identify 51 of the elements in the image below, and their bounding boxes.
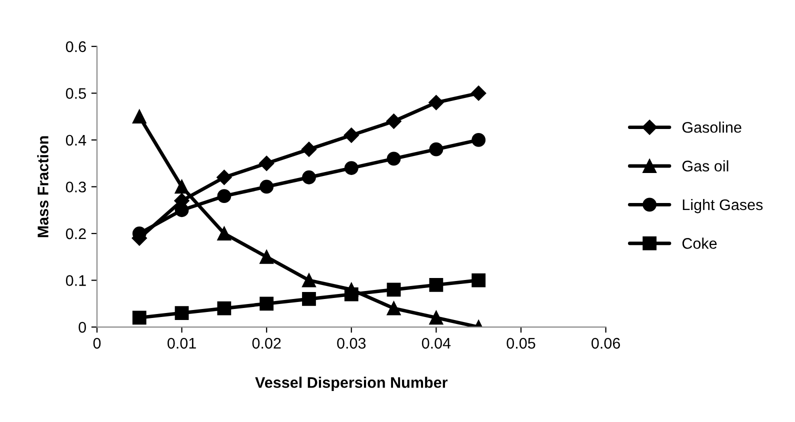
y-tick-label: 0.5 bbox=[66, 88, 86, 99]
point bbox=[386, 114, 402, 129]
point bbox=[344, 287, 358, 302]
legend-label: Coke bbox=[682, 238, 717, 249]
point bbox=[217, 226, 232, 240]
point bbox=[259, 156, 274, 171]
point bbox=[174, 180, 189, 194]
point bbox=[472, 133, 486, 147]
point bbox=[260, 296, 274, 311]
point bbox=[429, 278, 444, 292]
point bbox=[217, 301, 232, 316]
point bbox=[429, 142, 444, 156]
point bbox=[260, 250, 274, 264]
point bbox=[132, 110, 146, 124]
point bbox=[174, 306, 189, 320]
x-tick-label: 0.01 bbox=[168, 338, 196, 349]
point bbox=[132, 310, 146, 325]
point bbox=[386, 152, 401, 166]
point bbox=[302, 170, 316, 184]
point bbox=[174, 203, 189, 218]
legend-label: Light Gases bbox=[682, 198, 763, 214]
y-tick-label: 0 bbox=[78, 322, 86, 333]
point bbox=[216, 170, 232, 185]
legend-label: Gas oil bbox=[682, 160, 728, 172]
point bbox=[428, 94, 444, 110]
point bbox=[302, 273, 316, 288]
point bbox=[301, 142, 317, 157]
y-tick-label: 0.4 bbox=[66, 134, 86, 146]
point bbox=[471, 86, 486, 101]
point bbox=[302, 292, 316, 306]
y-tick-label: 0.6 bbox=[66, 41, 86, 52]
x-tick-label: 0.06 bbox=[592, 338, 620, 349]
y-tick-label: 0.1 bbox=[66, 275, 86, 286]
point bbox=[386, 301, 401, 316]
x-tick-label: 0.04 bbox=[422, 338, 451, 349]
y-tick-label: 0.3 bbox=[66, 182, 86, 192]
point bbox=[260, 180, 274, 194]
point bbox=[429, 310, 444, 325]
legend-label: Gasoline bbox=[682, 122, 742, 133]
x-tick-label: 0.05 bbox=[506, 338, 536, 349]
point bbox=[344, 128, 359, 143]
point bbox=[386, 282, 401, 297]
point bbox=[472, 273, 486, 288]
point bbox=[344, 161, 358, 175]
x-tick-label: 0.02 bbox=[252, 338, 281, 349]
x-tick-label: 0.03 bbox=[337, 338, 366, 349]
x-axis-title: Vessel Dispersion Number bbox=[255, 376, 448, 391]
point bbox=[217, 189, 232, 204]
x-tick-label: 0 bbox=[93, 338, 101, 349]
y-axis-title: Mass Fraction bbox=[37, 136, 48, 238]
y-tick-label: 0.2 bbox=[66, 228, 86, 240]
